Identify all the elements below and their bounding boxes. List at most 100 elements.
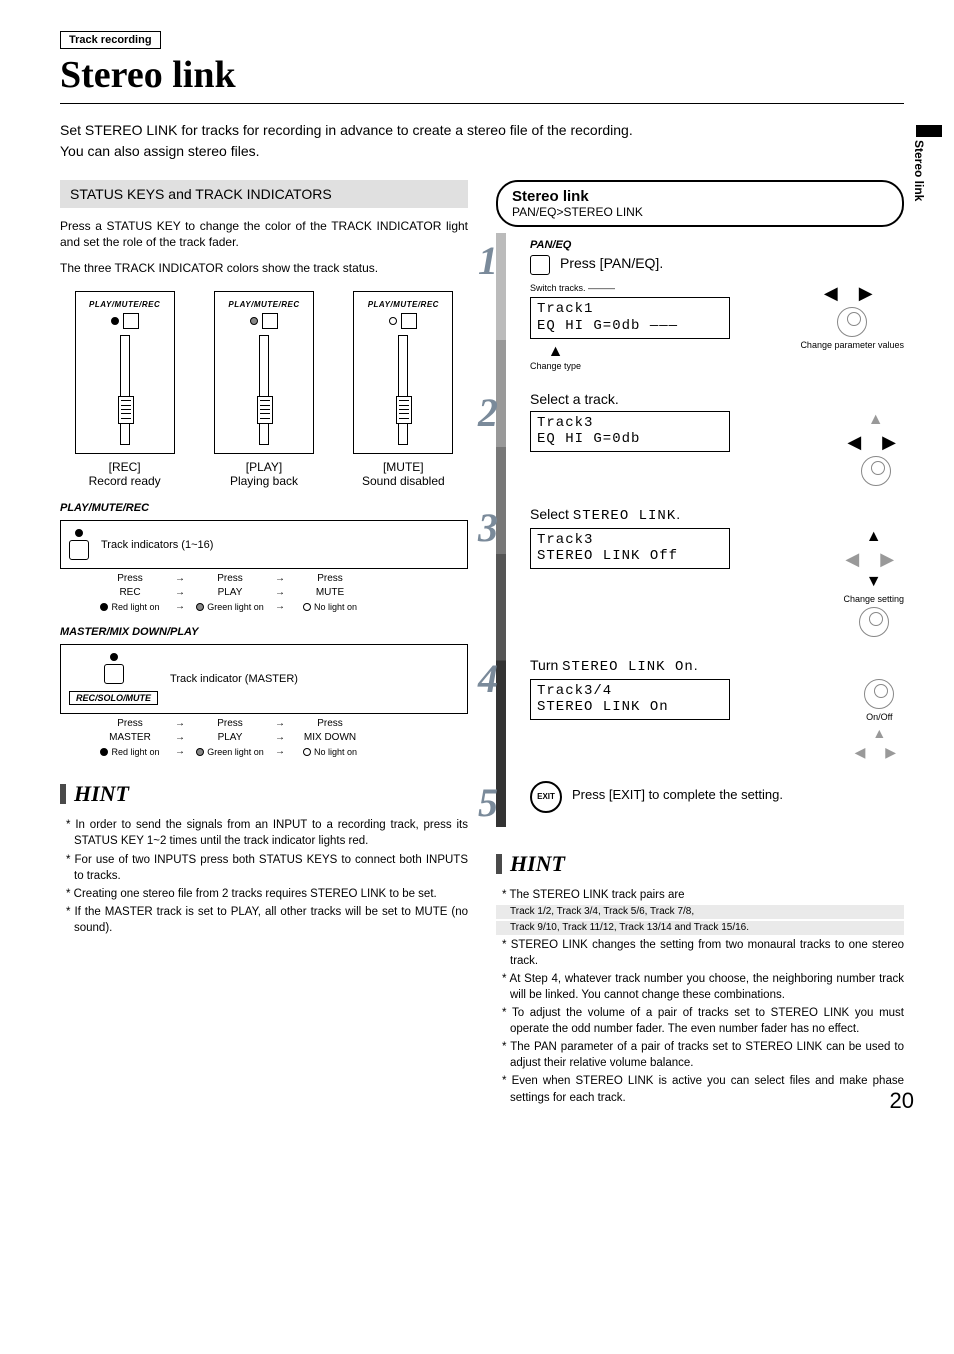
- hint-item: * If the MASTER track is set to PLAY, al…: [60, 904, 468, 936]
- flow-cell: Green light on: [207, 747, 264, 757]
- flow-cell: PLAY: [190, 732, 270, 743]
- arrow-up-icon: ▲: [866, 528, 882, 546]
- led-grey-icon: [196, 748, 204, 756]
- lcd-line: Track3: [537, 532, 723, 549]
- step4-text: Turn STEREO LINK On.: [530, 657, 904, 675]
- step2-text: Select a track.: [530, 391, 904, 407]
- status-para-2: The three TRACK INDICATOR colors show th…: [60, 260, 468, 276]
- cycle2-box: REC/SOLO/MUTE Track indicator (MASTER): [60, 644, 468, 714]
- dial-icon: [864, 679, 894, 709]
- step4-lcd-word: STEREO LINK On: [562, 659, 694, 675]
- change-type-label: Change type: [530, 361, 581, 371]
- hint-item: * For use of two INPUTS press both STATU…: [60, 852, 468, 884]
- step3-suffix: .: [676, 506, 680, 522]
- lcd-line: Track1: [537, 301, 723, 318]
- hint-item: * The PAN parameter of a pair of tracks …: [496, 1039, 904, 1071]
- hint-item: * In order to send the signals from an I…: [60, 817, 468, 849]
- arrow-up-icon: ▲: [868, 411, 884, 429]
- flow-cell: Press: [90, 718, 170, 729]
- step3-prefix: Select: [530, 506, 573, 522]
- left-column: STATUS KEYS and TRACK INDICATORS Press a…: [60, 180, 468, 1108]
- fader-diagram-row: PLAY/MUTE/REC [REC] Record ready PLAY/MU…: [60, 291, 468, 489]
- cycle2-heading: MASTER/MIX DOWN/PLAY: [60, 626, 468, 638]
- arrow-down-icon: ▼: [866, 573, 882, 591]
- cycle1-box: Track indicators (1~16): [60, 520, 468, 569]
- led-open-icon: [389, 317, 397, 325]
- step-number: 3: [478, 504, 498, 551]
- lcd-line: STEREO LINK On: [537, 699, 723, 716]
- hint-header-left: HINT: [60, 781, 468, 807]
- pmr-label: PLAY/MUTE/REC: [89, 300, 160, 309]
- step-number: 5: [478, 779, 498, 826]
- pmr-label: PLAY/MUTE/REC: [228, 300, 299, 309]
- intro-line-1: Set STEREO LINK for tracks for recording…: [60, 120, 904, 141]
- hint-bar-icon: [60, 784, 66, 804]
- hint-item: * The STEREO LINK track pairs are: [496, 887, 904, 903]
- led-open-icon: [303, 603, 311, 611]
- flow-cell: REC: [90, 587, 170, 598]
- callout-title: Stereo link: [512, 188, 888, 205]
- hint-list-left: * In order to send the signals from an I…: [60, 817, 468, 936]
- pmr-label: PLAY/MUTE/REC: [368, 300, 439, 309]
- led-grey-icon: [250, 317, 258, 325]
- flow-cell: Red light on: [111, 747, 159, 757]
- fader-play: PLAY/MUTE/REC: [214, 291, 314, 454]
- hint-list-right: * The STEREO LINK track pairs are Track …: [496, 887, 904, 1106]
- rec-solo-mute-label: REC/SOLO/MUTE: [69, 691, 158, 705]
- fader-rec-cap1: [REC]: [75, 460, 175, 474]
- step5-text: Press [EXIT] to complete the setting.: [572, 787, 783, 802]
- step-5: 5 EXIT Press [EXIT] to complete the sett…: [514, 775, 904, 827]
- step-number: 2: [478, 389, 498, 436]
- hint-title-right: HINT: [510, 851, 565, 877]
- hint-item-sub: Track 9/10, Track 11/12, Track 13/14 and…: [496, 921, 904, 935]
- flow-cell: MASTER: [90, 732, 170, 743]
- cycle1-flow: Press→ Press→ Press REC→ PLAY→ MUTE Red …: [90, 573, 468, 612]
- flow-cell: Press: [290, 718, 370, 729]
- arrows-lr-icon: ◀ ▶: [845, 549, 902, 570]
- fader-rec-cap2: Record ready: [75, 474, 175, 488]
- led-filled-icon: [111, 317, 119, 325]
- flow-cell: Green light on: [207, 602, 264, 612]
- step-1: 1 PAN/EQ Press [PAN/EQ]. Switch tracks. …: [514, 233, 904, 385]
- dial-icon: [861, 456, 891, 486]
- step-number: 4: [478, 655, 498, 702]
- intro-line-2: You can also assign stereo files.: [60, 141, 904, 162]
- led-filled-icon: [110, 653, 118, 661]
- dial-icon: [837, 307, 867, 337]
- intro-block: Set STEREO LINK for tracks for recording…: [60, 120, 904, 162]
- flow-cell: MIX DOWN: [290, 732, 370, 743]
- flow-cell: No light on: [314, 602, 357, 612]
- hint-item: * At Step 4, whatever track number you c…: [496, 971, 904, 1003]
- status-para-1: Press a STATUS KEY to change the color o…: [60, 218, 468, 250]
- switch-tracks-label: Switch tracks.: [530, 283, 586, 293]
- dial-icon: [859, 607, 889, 637]
- arrows-lr-icon: ◀ ▶: [847, 432, 904, 453]
- page-number: 20: [890, 1088, 914, 1114]
- lcd-line: EQ HI G=0db: [537, 431, 723, 448]
- lcd-step4: Track3/4 STEREO LINK On: [530, 679, 730, 721]
- onoff-label: On/Off: [866, 712, 892, 722]
- lcd-step2: Track3 EQ HI G=0db: [530, 411, 730, 453]
- status-button-icon: [123, 313, 139, 329]
- hint-item: * To adjust the volume of a pair of trac…: [496, 1005, 904, 1037]
- flow-cell: Press: [190, 573, 270, 584]
- step-number: 1: [478, 237, 498, 284]
- led-open-icon: [303, 748, 311, 756]
- hint-bar-icon: [496, 854, 502, 874]
- flow-cell: No light on: [314, 747, 357, 757]
- flow-cell: MUTE: [290, 587, 370, 598]
- status-button-icon: [69, 540, 89, 560]
- step4-suffix: .: [694, 657, 698, 673]
- lcd-step3: Track3 STEREO LINK Off: [530, 528, 730, 570]
- led-filled-icon: [75, 529, 83, 537]
- step3-lcd-word: STEREO LINK: [573, 508, 676, 524]
- arrows-lr-icon: ◀ ▶: [824, 283, 881, 304]
- arrow-up-icon: ▲: [872, 725, 886, 741]
- lcd-line: Track3: [537, 415, 723, 432]
- callout-box: Stereo link PAN/EQ>STEREO LINK: [496, 180, 904, 227]
- arrows-lr-icon: ◀ ▶: [855, 744, 904, 761]
- led-filled-icon: [100, 748, 108, 756]
- flow-cell: Press: [190, 718, 270, 729]
- hint-item: * Even when STEREO LINK is active you ca…: [496, 1073, 904, 1105]
- title-rule: [60, 103, 904, 104]
